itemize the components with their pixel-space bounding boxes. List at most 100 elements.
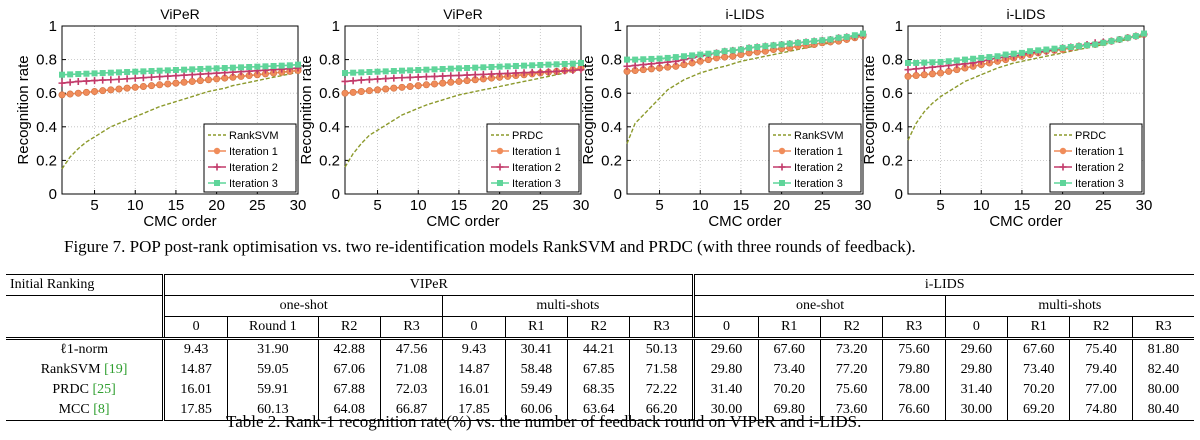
data-point: [246, 63, 253, 70]
series-1: [626, 35, 864, 144]
col-header: R3: [629, 316, 694, 340]
data-point: [139, 82, 147, 90]
data-point: [471, 71, 479, 79]
data-point: [431, 72, 439, 80]
data-point: [357, 76, 365, 84]
series-3: [341, 66, 585, 85]
data-point: [721, 53, 729, 61]
header-spacer: [6, 296, 164, 317]
table-row: ℓ1-norm 9.43 31.90 42.88 47.56 9.43 30.41 44.21…: [6, 338, 1194, 360]
data-point: [115, 69, 122, 76]
data-point: [374, 75, 382, 83]
table-cell: 63.64: [567, 400, 630, 421]
data-point: [843, 33, 850, 40]
table-body: ℓ1-norm 9.43 31.90 42.88 47.56 9.43 30.41 44.21…: [6, 338, 1194, 421]
header-viper-oneshot: one-shot: [162, 295, 443, 317]
header-ilids: i-LIDS: [692, 274, 1194, 296]
y-tick-label: 1: [895, 18, 903, 35]
x-axis-label: CMC order: [426, 213, 499, 230]
table-cell: 73.20: [819, 338, 883, 360]
table-cell: 78.00: [882, 380, 946, 400]
data-point: [577, 66, 585, 74]
series-line: [908, 32, 1145, 64]
x-tick-label: 5: [373, 197, 381, 214]
x-tick-label: 20: [491, 197, 508, 214]
data-point: [229, 64, 236, 71]
col-header: R2: [819, 316, 883, 340]
table-cell: 66.87: [379, 400, 443, 421]
y-tick-label: 0.6: [601, 85, 622, 102]
series-line: [344, 67, 582, 168]
y-tick-label: 0.6: [882, 85, 903, 102]
data-point: [349, 77, 357, 85]
table-cell: 17.85: [162, 400, 228, 421]
table-cell: 29.60: [944, 338, 1008, 360]
data-point: [148, 68, 155, 75]
data-point: [737, 46, 744, 53]
data-point: [860, 30, 866, 37]
table-cell: 30.00: [944, 400, 1008, 421]
data-point: [74, 77, 82, 85]
data-point: [803, 38, 810, 45]
data-point: [422, 73, 430, 81]
table-cell: 16.01: [162, 380, 228, 400]
data-point: [920, 64, 928, 72]
data-point: [961, 56, 968, 63]
legend-label: PRDC: [1075, 130, 1106, 142]
data-point: [390, 68, 397, 75]
data-point: [632, 56, 639, 63]
data-point: [553, 67, 561, 75]
col-header: R1: [504, 316, 568, 340]
data-point: [937, 58, 944, 65]
y-axis-label: Recognition rate: [861, 55, 878, 164]
data-point: [123, 75, 131, 83]
y-tick-label: 1: [49, 18, 57, 35]
legend-label: Iteration 1: [512, 146, 561, 158]
method-cell: MCC [8]: [6, 400, 164, 421]
data-point: [115, 85, 123, 93]
data-point: [504, 69, 512, 77]
y-tick-label: 0.2: [601, 152, 622, 169]
data-point: [99, 76, 107, 84]
data-point: [374, 68, 381, 75]
data-point: [139, 74, 147, 82]
data-point: [172, 79, 180, 87]
data-point: [115, 75, 123, 83]
citation-link[interactable]: [8]: [93, 402, 110, 417]
citation-link[interactable]: [19]: [104, 362, 128, 377]
data-point: [729, 47, 736, 54]
data-point: [357, 88, 365, 96]
legend-marker: [214, 180, 220, 186]
table-cell: 75.40: [1069, 338, 1133, 360]
legend-marker: [213, 163, 221, 171]
data-point: [729, 52, 737, 60]
data-point: [422, 81, 430, 89]
table-cell: 67.88: [317, 380, 381, 400]
legend-label: Iteration 2: [1075, 162, 1124, 174]
data-point: [1035, 47, 1042, 54]
data-point: [82, 88, 90, 96]
table-cell: 81.80: [1131, 338, 1194, 360]
data-point: [349, 88, 357, 96]
y-tick-label: 0.8: [36, 52, 57, 69]
data-point: [295, 61, 301, 68]
table-cell: 67.60: [1007, 338, 1070, 360]
col-header: R3: [1131, 316, 1194, 340]
col-header: R3: [882, 316, 946, 340]
data-point: [66, 90, 74, 98]
table-cell: 50.13: [629, 338, 694, 360]
chart-legend: RankSVM Iteration 1 Iteration 2 Iteration 3: [203, 123, 297, 193]
data-point: [164, 80, 172, 88]
series-1: [344, 67, 582, 168]
legend-marker: [213, 147, 221, 155]
data-point: [545, 61, 552, 68]
data-point: [91, 88, 99, 96]
figure-caption: Figure 7. POP post-rank optimisation vs.…: [64, 237, 916, 256]
data-point: [83, 70, 90, 77]
y-tick-label: 0.8: [319, 52, 340, 69]
data-point: [358, 69, 365, 76]
data-point: [341, 77, 349, 85]
data-point: [827, 36, 834, 43]
citation-link[interactable]: [25]: [92, 382, 116, 397]
